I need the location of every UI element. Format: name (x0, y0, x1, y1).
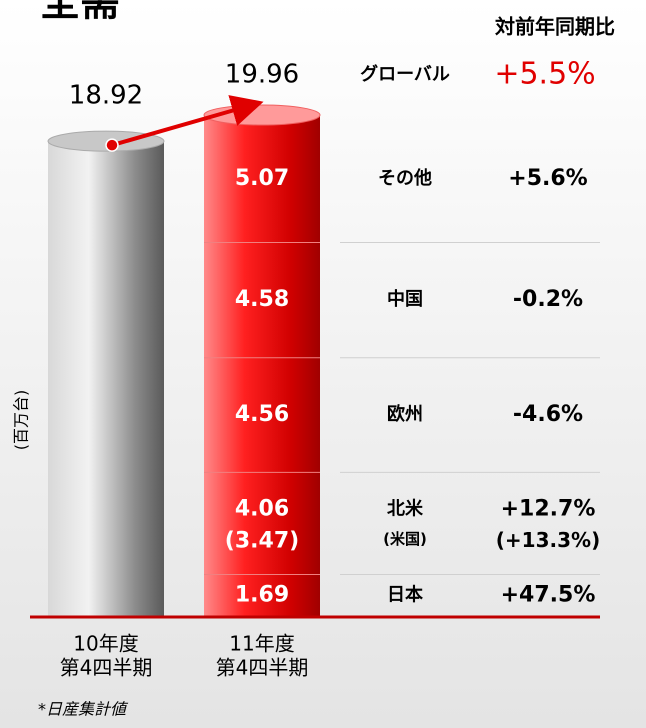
segment-name: 北米 (387, 497, 424, 519)
segment-name: 中国 (387, 288, 423, 310)
segment (204, 242, 320, 358)
segment (204, 357, 320, 473)
cylinder-top (47, 130, 165, 152)
cylinder (48, 141, 164, 618)
segment-value: 4.56 (235, 402, 289, 427)
segment-change: +12.7% (501, 496, 596, 521)
total-label: 18.92 (69, 81, 143, 111)
segment (204, 472, 320, 575)
total-label: 19.96 (225, 60, 299, 90)
x-tick-label: 10年度 (73, 632, 138, 656)
segment-change: +47.5% (501, 583, 596, 608)
segment-name: 日本 (387, 584, 423, 606)
x-tick-label: 11年度 (229, 632, 294, 656)
change-header: 対前年同期比 (494, 15, 615, 39)
segment-change: -0.2% (513, 287, 583, 312)
x-tick-label: 第4四半期 (60, 656, 153, 680)
y-axis-label: (百万台) (12, 390, 31, 451)
segment-change: +5.6% (508, 166, 587, 191)
segment-name: その他 (378, 167, 432, 189)
total-change: +5.5% (494, 57, 595, 92)
segment-value: 1.69 (235, 583, 289, 608)
x-tick-label: 第4四半期 (216, 656, 309, 680)
segment-sub-change: (+13.3%) (496, 528, 600, 552)
segment-sub-value: (3.47) (225, 528, 299, 553)
footnote: *日産集計値 (38, 700, 129, 719)
segment (204, 115, 320, 243)
segment-name: 欧州 (387, 403, 423, 425)
segment-change: -4.6% (513, 402, 583, 427)
segment-value: 4.06 (235, 496, 289, 521)
segment (204, 574, 320, 617)
chart-title: 全需 (39, 0, 120, 25)
segment-value: 5.07 (235, 166, 289, 191)
arrow-origin (105, 138, 119, 152)
total-name: グローバル (360, 63, 450, 85)
segment-value: 4.58 (235, 287, 289, 312)
segment-sub-name: (米国) (383, 530, 427, 548)
growth-arrow (111, 95, 264, 148)
